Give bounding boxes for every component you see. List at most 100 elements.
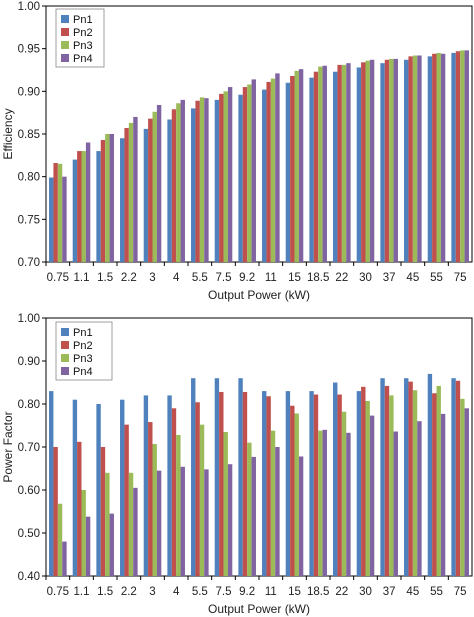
bar-pn3 [318,430,323,576]
x-tick-label: 55 [430,586,443,598]
bar-pn2 [408,56,413,262]
bar-pn3 [460,50,465,263]
y-axis-label: Power Factor [1,411,15,482]
x-tick-label: 45 [406,586,419,598]
bar-pn1 [191,108,196,263]
bar-pn3 [412,55,418,262]
bar-pn1 [309,391,314,576]
bar-pn3 [128,472,134,576]
bar-pn3 [81,490,86,576]
bar-pn4 [133,116,138,263]
x-tick-label: 30 [359,586,372,598]
bar-pn3 [105,472,110,576]
y-tick-label: 0.90 [18,86,40,98]
x-tick-label: 55 [430,272,443,284]
x-tick-label: 37 [383,586,396,598]
bar-pn1 [262,391,267,576]
bar-pn1 [427,373,433,576]
bar-pn1 [214,378,220,576]
legend-label-pn1: Pn1 [73,14,93,26]
bar-pn3 [294,70,299,262]
bar-pn2 [266,81,271,262]
bar-pn1 [238,378,243,576]
x-tick-label: 4 [173,586,180,598]
bar-pn1 [120,399,125,576]
bar-pn3 [341,64,347,262]
bar-pn3 [365,400,370,576]
legend-label-pn2: Pn2 [73,340,93,352]
bar-pn1 [72,159,78,262]
legend-label-pn4: Pn4 [73,366,93,378]
bar-pn1 [451,52,456,263]
bar-pn2 [455,380,461,576]
bar-pn4 [369,415,375,576]
legend-label-pn2: Pn2 [73,27,93,39]
bar-pn2 [290,405,295,576]
legend-label-pn3: Pn3 [73,40,93,52]
bar-pn1 [49,391,54,576]
bar-pn1 [333,71,338,263]
bar-pn4 [227,464,233,576]
x-tick-label: 0.75 [47,272,69,284]
bar-pn2 [171,408,177,576]
bar-pn3 [389,58,394,262]
bar-pn2 [337,64,342,262]
bar-pn3 [247,442,252,576]
bar-pn2 [100,139,106,262]
bar-pn4 [109,513,114,576]
bar-pn2 [148,422,153,576]
bar-pn3 [389,395,394,576]
x-axis-label: Output Power (kW) [208,602,310,616]
bar-pn4 [369,59,375,263]
bar-pn2 [432,393,437,576]
bar-pn4 [85,142,91,262]
bar-pn2 [53,163,58,262]
bar-pn1 [309,77,314,263]
legend-label-pn4: Pn4 [73,53,93,65]
x-tick-label: 7.5 [216,586,232,598]
bar-pn4 [393,58,398,262]
y-tick-label: 0.80 [18,399,40,411]
bar-pn3 [57,163,63,262]
bar-pn2 [219,93,224,262]
bar-pn4 [180,99,185,263]
bar-pn1 [427,56,433,262]
y-tick-label: 0.50 [18,528,40,540]
bar-pn4 [251,456,256,576]
bar-pn1 [238,94,243,262]
legend-swatch-pn1 [61,15,69,23]
bar-pn4 [62,541,67,576]
bar-pn2 [53,447,58,576]
bar-pn1 [143,128,149,262]
x-tick-label: 37 [383,272,396,284]
bar-pn1 [143,395,149,576]
bar-pn4 [204,98,209,262]
x-tick-label: 30 [359,272,372,284]
bar-pn1 [356,391,362,576]
bar-pn3 [365,60,370,262]
y-tick-label: 0.70 [18,257,40,269]
bar-pn4 [464,408,469,576]
y-tick-label: 0.80 [18,172,40,184]
legend-swatch-pn4 [61,367,69,375]
bar-pn2 [408,381,413,576]
legend-swatch-pn1 [61,328,69,336]
y-tick-label: 1.00 [18,313,40,325]
x-tick-label: 9.2 [239,586,255,598]
bar-pn3 [270,78,276,262]
bar-pn1 [167,395,172,576]
bar-pn1 [380,378,385,576]
x-tick-label: 15 [288,586,301,598]
x-tick-label: 3 [149,586,155,598]
x-tick-label: 22 [335,586,348,598]
bar-pn4 [298,69,304,263]
legend-label-pn3: Pn3 [73,353,93,365]
x-tick-label: 75 [454,586,467,598]
x-tick-label: 5.5 [192,586,208,598]
bar-pn4 [85,516,91,576]
bar-pn2 [124,424,129,576]
x-tick-label: 1.1 [74,586,90,598]
x-tick-label: 9.2 [239,272,255,284]
bar-pn2 [313,71,319,263]
bar-pn1 [285,391,291,576]
